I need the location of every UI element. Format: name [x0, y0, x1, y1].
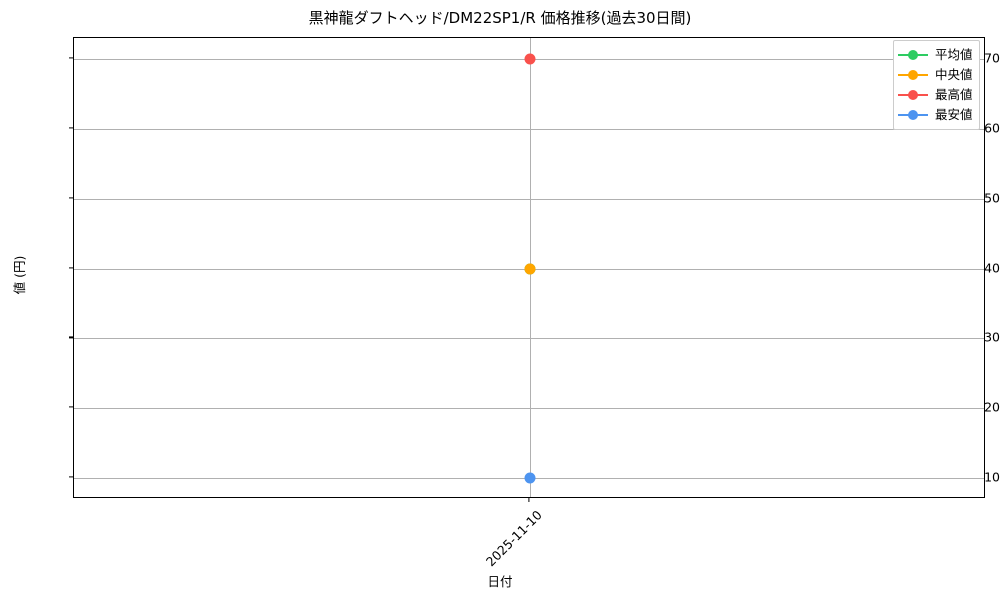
legend-marker-icon — [898, 109, 928, 121]
gridline-horizontal — [74, 338, 984, 340]
chart-legend[interactable]: 平均値中央値最高値最安値 — [893, 40, 980, 130]
legend-label: 中央値 — [935, 67, 973, 82]
gridline-horizontal — [74, 408, 984, 410]
y-tick-mark — [69, 336, 73, 338]
legend-label: 最高値 — [935, 87, 973, 102]
legend-item[interactable]: 中央値 — [898, 65, 973, 85]
legend-marker-icon — [898, 69, 928, 81]
legend-item[interactable]: 平均値 — [898, 45, 973, 65]
x-tick-label: 2025-11-10 — [482, 507, 545, 570]
y-tick-mark — [69, 266, 73, 269]
data-point-marker — [524, 263, 536, 274]
y-axis-label: 値 (円) — [12, 255, 27, 295]
x-tick-mark — [528, 498, 530, 502]
y-tick-mark — [69, 57, 73, 59]
y-tick-mark — [69, 406, 73, 408]
y-tick-mark — [69, 197, 73, 199]
data-point-marker — [524, 53, 536, 65]
plot-area — [73, 37, 985, 498]
legend-dot — [908, 70, 918, 80]
legend-label: 平均値 — [935, 47, 973, 62]
legend-dot — [908, 110, 918, 120]
y-tick-mark — [69, 476, 73, 478]
y-tick-mark — [69, 127, 73, 129]
legend-marker-icon — [898, 89, 928, 101]
legend-label: 最安値 — [935, 107, 973, 122]
chart-title: 黒神龍ダフトヘッド/DM22SP1/R 価格推移(過去30日間) — [308, 9, 692, 27]
legend-dot — [908, 50, 918, 60]
gridline-horizontal — [74, 198, 984, 200]
legend-marker-icon — [898, 49, 928, 61]
x-axis-label: 日付 — [487, 574, 513, 589]
legend-item[interactable]: 最安値 — [898, 105, 973, 125]
legend-item[interactable]: 最高値 — [898, 85, 973, 105]
legend-dot — [908, 90, 918, 100]
data-point-marker — [524, 472, 536, 484]
gridline-horizontal — [74, 128, 984, 130]
